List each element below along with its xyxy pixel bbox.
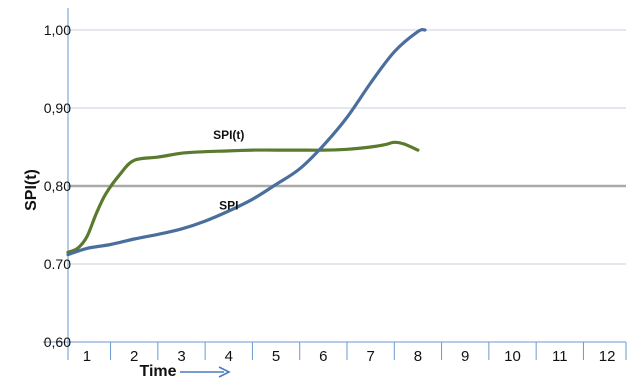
x-tick-label: 11 (552, 348, 568, 365)
y-axis-title: SPI(t) (23, 169, 40, 211)
x-tick-label: 6 (319, 348, 327, 365)
series-annotation: SPI(t) (213, 128, 244, 142)
x-tick-label: 9 (461, 348, 469, 365)
labels: 1,000,900,800.700,601 2 3 4 5 6 7 8 9 10 11 12SPI(t… (44, 22, 616, 365)
x-tick-label: 1 (83, 348, 91, 365)
series-line-spi (66, 27, 427, 257)
series-line-spi-t (66, 140, 420, 254)
x-tick-label: 4 (225, 348, 233, 365)
x-tick-label: 2 (130, 348, 138, 365)
y-tick-label: 0,80 (44, 178, 71, 194)
y-tick-label: 0,90 (44, 100, 71, 116)
axes (43, 8, 627, 360)
time-arrow-icon (180, 366, 231, 378)
x-axis-title: Time (139, 363, 176, 378)
x-tick-label: 12 (599, 348, 616, 365)
series-lines (66, 27, 427, 257)
y-tick-label: 1,00 (44, 22, 71, 38)
x-tick-label: 5 (272, 348, 280, 365)
y-tick-label: 0,60 (44, 334, 71, 350)
x-tick-label: 3 (177, 348, 185, 365)
x-tick-label: 8 (414, 348, 422, 365)
y-tick-label: 0.70 (44, 256, 71, 272)
x-tick-label: 10 (504, 348, 521, 365)
x-tick-label: 7 (366, 348, 374, 365)
series-annotation: SPI (219, 198, 238, 212)
grid-lines (68, 29, 626, 265)
